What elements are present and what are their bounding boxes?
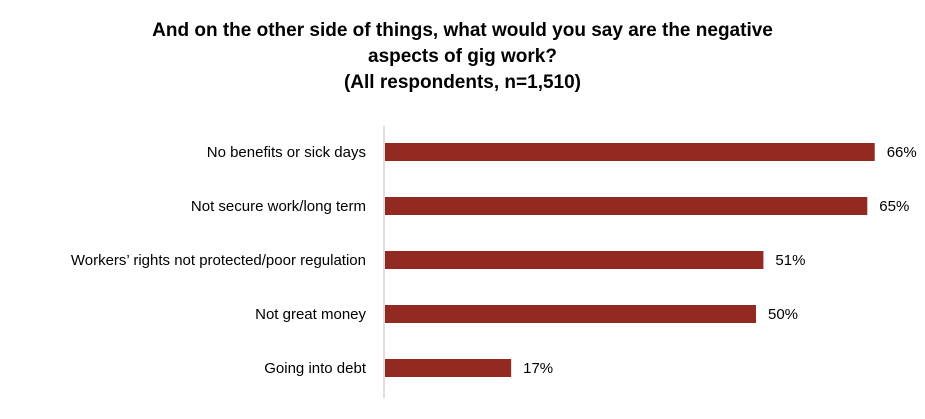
category-label: Not secure work/long term <box>191 198 366 215</box>
chart-title-line-2: aspects of gig work? <box>368 46 557 67</box>
category-label: No benefits or sick days <box>207 144 366 161</box>
bar <box>385 197 868 215</box>
chart-title-line-1: And on the other side of things, what wo… <box>152 20 773 41</box>
category-label: Going into debt <box>264 360 367 377</box>
category-label: Workers’ rights not protected/poor regul… <box>71 252 366 269</box>
value-label: 17% <box>523 360 553 377</box>
value-label: 50% <box>768 306 798 323</box>
bar <box>385 251 764 269</box>
value-label: 65% <box>879 198 909 215</box>
chart-title-line-3: (All respondents, n=1,510) <box>343 72 582 93</box>
chart-title: And on the other side of things, what wo… <box>0 18 925 96</box>
bar <box>385 143 875 161</box>
value-label: 66% <box>887 144 917 161</box>
bar <box>385 359 512 377</box>
value-label: 51% <box>775 252 805 269</box>
bar <box>385 305 756 323</box>
category-label: Not great money <box>255 306 366 323</box>
